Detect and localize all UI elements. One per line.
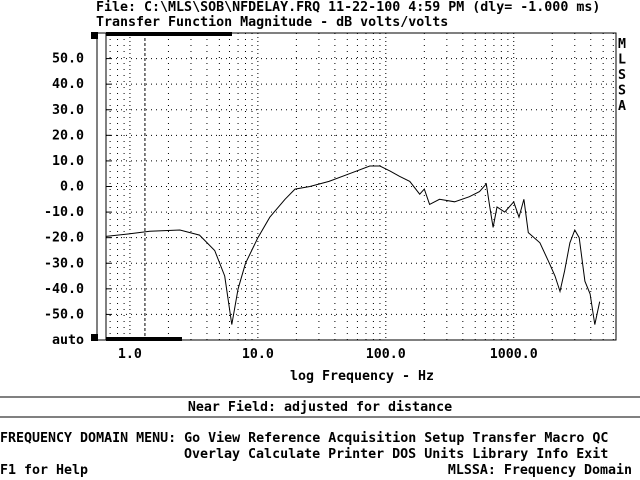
menu-row: FREQUENCY DOMAIN MENU: Go View Reference Acq…	[0, 431, 616, 447]
menu-items: Go View Reference Acquisition Setup Transfer M…	[184, 431, 616, 446]
y-tick-label: 30.0	[52, 103, 84, 118]
menu-item[interactable]: Calculate	[248, 447, 321, 462]
menu-item[interactable]: Setup	[424, 431, 465, 446]
x-tick-label: 100.0	[366, 347, 406, 362]
menu-title: FREQUENCY DOMAIN MENU:	[0, 431, 177, 446]
y-tick-label: 0.0	[60, 180, 84, 195]
scroll-bar	[106, 337, 182, 341]
menu-item[interactable]: Transfer	[472, 431, 537, 446]
menu-item[interactable]: Overlay	[184, 447, 241, 462]
scroll-bar	[106, 32, 232, 36]
menu-item[interactable]: Go	[184, 431, 201, 446]
menu-item[interactable]: Library	[472, 447, 529, 462]
file-line: File: C:\MLS\SOB\NFDELAY.FRQ 11-22-100 4…	[96, 0, 600, 15]
y-tick-label: 20.0	[52, 128, 84, 143]
menu-item[interactable]: Acquisition	[328, 431, 417, 446]
x-tick-label: 1.0	[118, 347, 142, 362]
x-tick-label: 1000.0	[490, 347, 538, 362]
y-tick-label: -10.0	[44, 205, 84, 220]
side-letter: M	[618, 37, 626, 52]
y-tick-label: -30.0	[44, 256, 84, 271]
menu-item[interactable]: Info	[536, 447, 569, 462]
x-tick-label: 10.0	[242, 347, 274, 362]
help-hint: F1 for Help	[0, 463, 89, 478]
y-tick-label: 40.0	[52, 77, 84, 92]
menu-item[interactable]: Reference	[248, 431, 321, 446]
menu-item[interactable]: Macro	[544, 431, 585, 446]
corner-marker	[91, 32, 98, 39]
y-tick-label: 10.0	[52, 154, 84, 169]
y-tick-label: 50.0	[52, 52, 84, 67]
chart-title: Transfer Function Magnitude - dB volts/v…	[96, 14, 448, 30]
menu-item[interactable]: Printer	[328, 447, 385, 462]
x-axis-label: log Frequency - Hz	[290, 369, 434, 384]
chart: File: C:\MLS\SOB\NFDELAY.FRQ 11-22-100 4…	[0, 0, 640, 418]
y-tick-label: -50.0	[44, 307, 84, 322]
menu-item[interactable]: View	[208, 431, 241, 446]
status-line: Near Field: adjusted for distance	[188, 399, 452, 415]
menu-item[interactable]: Exit	[576, 447, 609, 462]
corner-marker	[91, 334, 98, 341]
menu-item[interactable]: Units	[424, 447, 465, 462]
y-tick-label: auto	[52, 333, 84, 348]
side-letter: S	[618, 84, 626, 99]
menu-item[interactable]: DOS	[392, 447, 417, 462]
y-tick-label: -40.0	[44, 282, 84, 297]
menu-row: Overlay Calculate Printer DOS Units Library In…	[184, 447, 616, 463]
side-letter: S	[618, 68, 626, 83]
y-tick-label: -20.0	[44, 231, 84, 246]
mode-label: MLSSA: Frequency Domain	[447, 463, 632, 478]
menu-item[interactable]: QC	[592, 431, 609, 446]
magnitude-curve	[105, 165, 601, 325]
side-letter: A	[618, 99, 626, 114]
side-letter: L	[618, 53, 626, 68]
